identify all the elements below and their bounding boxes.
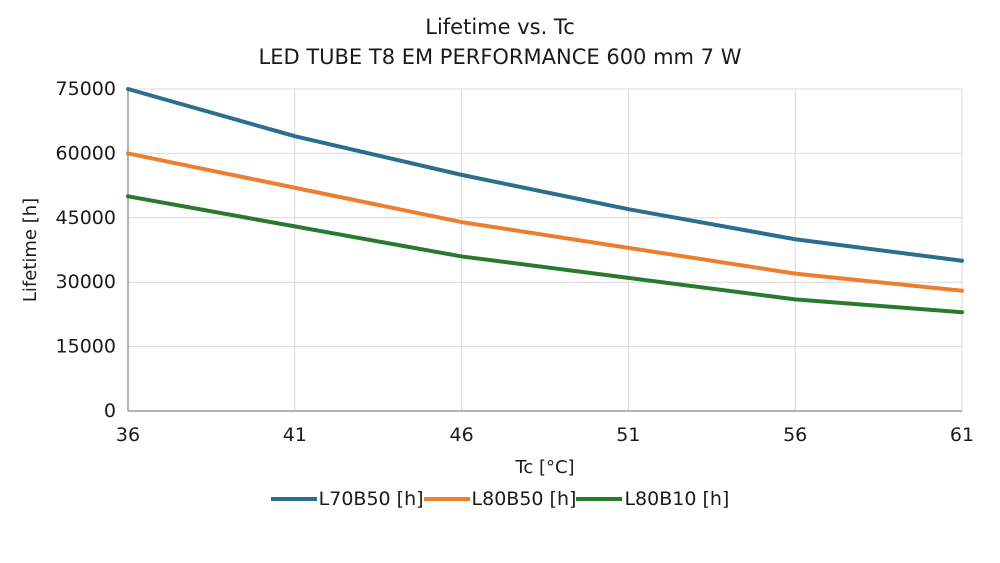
legend-line-swatch [270,496,317,501]
legend-line-swatch [576,496,623,501]
x-axis-title: Tc [°C] [514,457,574,478]
x-tick-label: 46 [450,424,474,446]
y-tick-label: 60000 [56,142,116,164]
legend-item-l80b10: L80B10 [h] [576,488,729,510]
x-tick-label: 41 [283,424,307,446]
y-tick-label: 75000 [56,78,116,100]
chart-titles: Lifetime vs. Tc LED TUBE T8 EM PERFORMAN… [0,12,1000,73]
legend-label: L70B50 [h] [318,487,424,510]
y-tick-label: 0 [104,400,116,422]
legend-label: L80B10 [h] [624,487,730,510]
y-axis-title: Lifetime [h] [20,198,41,302]
x-tick-label: 61 [950,424,974,446]
plot-area: 36 41 46 51 56 61 0 15000 30000 45000 60000 75000 Tc… [20,78,974,478]
chart-title: Lifetime vs. Tc [425,15,575,39]
x-tick-label: 56 [783,424,807,446]
series-line-l70b50 [126,86,964,263]
legend-line-swatch [423,496,470,501]
y-tick-label: 30000 [56,271,116,293]
y-tick-label: 15000 [56,335,116,357]
series-line-l80b50 [126,151,964,293]
x-tick-label: 36 [116,424,140,446]
series-line-l80b10 [126,194,964,315]
x-tick-label: 51 [616,424,640,446]
legend-item-l80b50: L80B50 [h] [423,487,577,510]
chart-subtitle: LED TUBE T8 EM PERFORMANCE 600 mm 7 W [258,45,742,70]
y-tick-label: 45000 [56,207,116,229]
legend-item-l70b50: L70B50 [h] [270,487,424,510]
chart-legend: L70B50 [h] L80B50 [h] L80B10 [h] [0,488,1000,510]
legend-label: L80B50 [h] [471,487,577,510]
